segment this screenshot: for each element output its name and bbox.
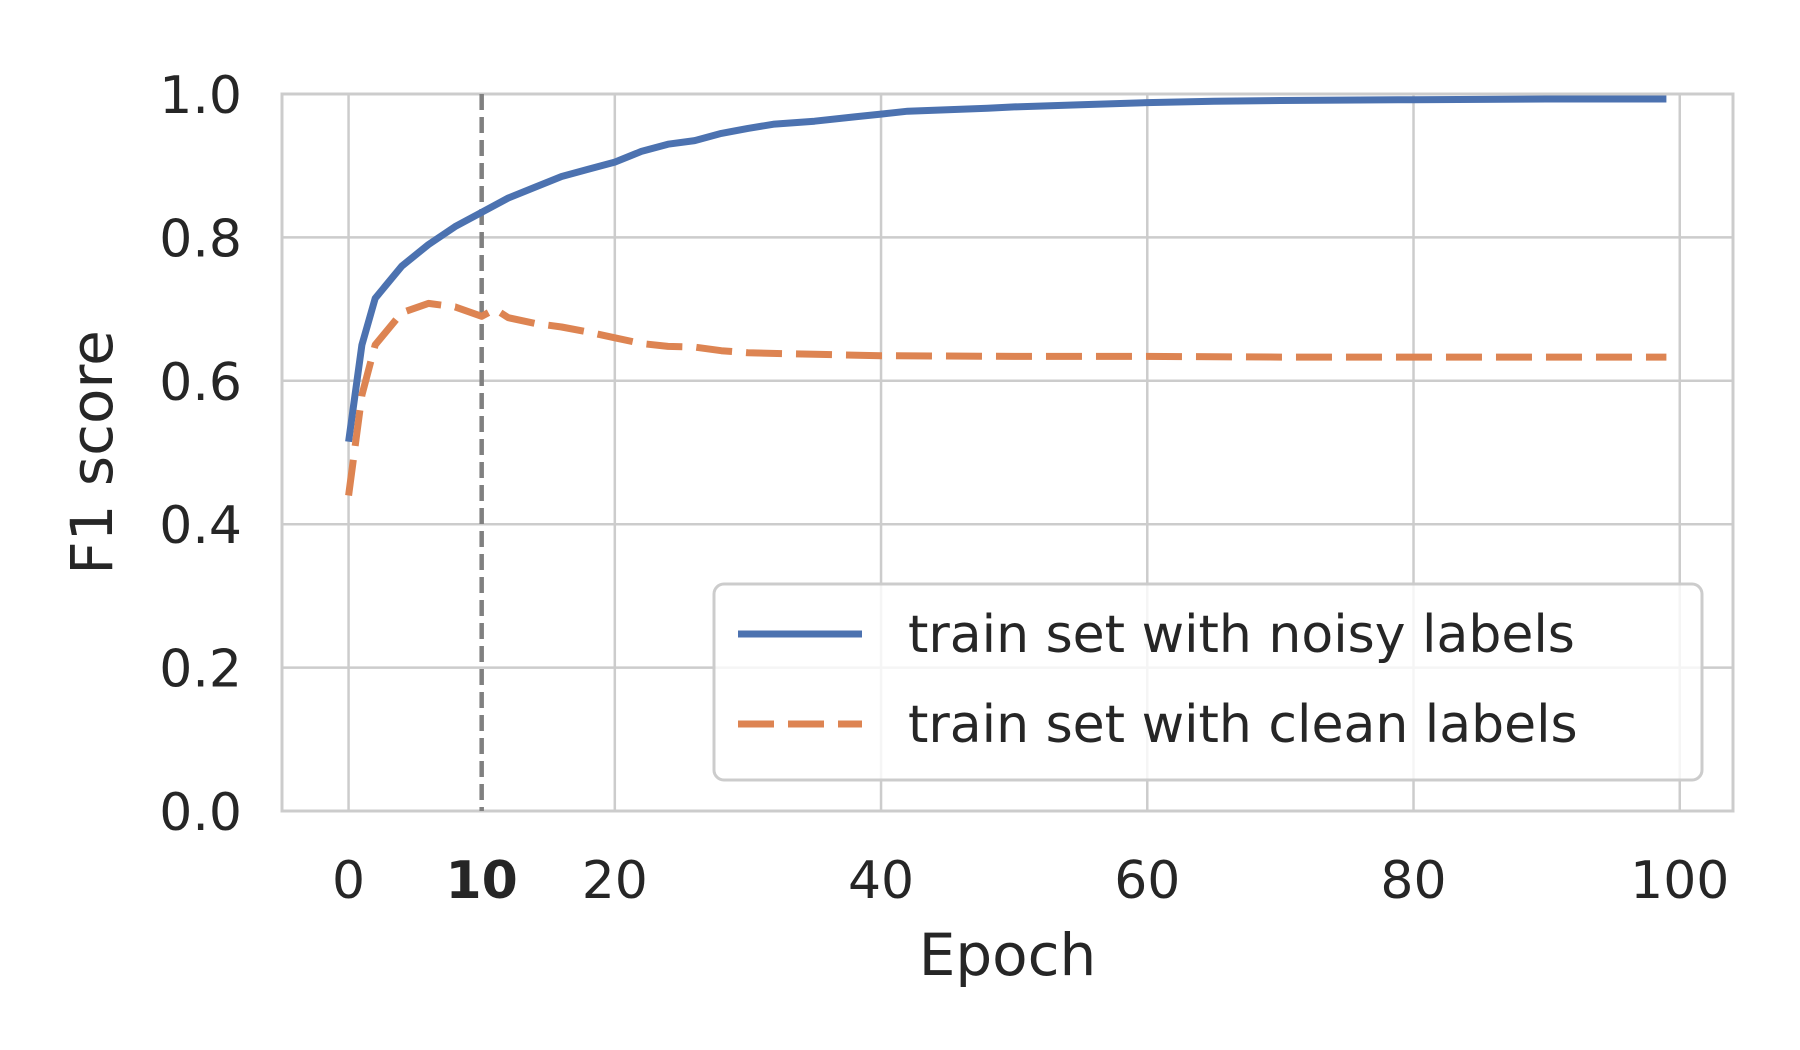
series-layer: [345, 95, 1667, 496]
x-tick-label-1: 20: [582, 851, 648, 911]
x-tick-label-5: 100: [1630, 851, 1729, 911]
y-tick-label-3: 0.6: [159, 353, 242, 413]
series-line-1: [345, 299, 1667, 496]
y-tick-label-2: 0.4: [159, 496, 242, 556]
y-tick-label-5: 1.0: [159, 66, 242, 126]
y-tick-label-0: 0.0: [159, 783, 242, 843]
y-axis-title: F1 score: [58, 330, 126, 575]
x-tick-labels: 0 20 40 60 80 100 10: [332, 851, 1729, 911]
series-line-0: [345, 95, 1667, 443]
x-tick-label-0: 0: [332, 851, 365, 911]
legend-box: [712, 582, 1704, 782]
x-tick-label-highlight: 10: [445, 851, 517, 911]
legend-label-clean: train set with clean labels: [908, 695, 1578, 755]
y-tick-label-4: 0.8: [159, 209, 242, 269]
x-axis-title: Epoch: [919, 921, 1097, 989]
x-tick-label-2: 40: [848, 851, 914, 911]
plot-area-frame: [280, 92, 1735, 813]
y-tick-labels: 0.0 0.2 0.4 0.6 0.8 1.0: [159, 66, 242, 843]
y-tick-label-1: 0.2: [159, 640, 242, 700]
legend: train set with noisy labels train set wi…: [712, 582, 1704, 782]
x-tick-label-3: 60: [1114, 851, 1180, 911]
x-tick-label-4: 80: [1380, 851, 1446, 911]
legend-label-noisy: train set with noisy labels: [908, 605, 1575, 665]
